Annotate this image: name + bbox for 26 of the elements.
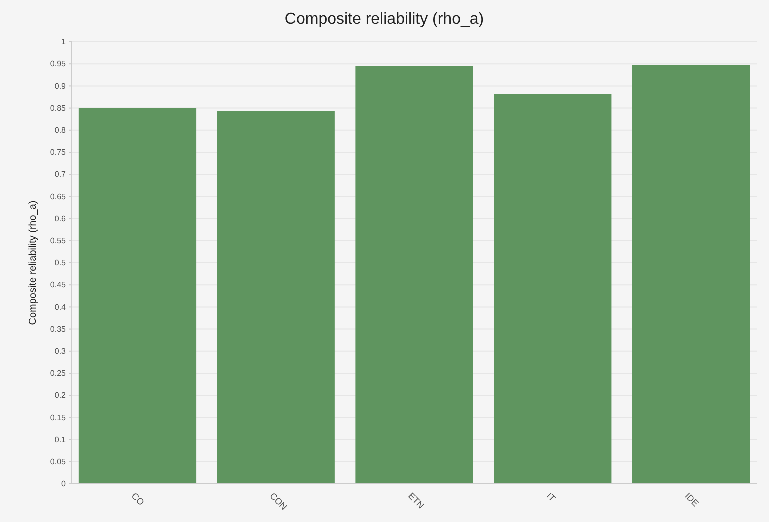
y-tick-label: 0.65 [50,192,67,202]
x-tick-label: IT [544,490,558,504]
y-axis-title: Composite reliability (rho_a) [28,200,39,326]
y-tick-label: 1 [62,38,67,47]
x-tick-label: IDE [683,490,701,509]
y-tick-label: 0.25 [50,369,67,378]
y-tick-label: 0.7 [54,170,67,180]
y-tick-label: 0.75 [50,148,67,158]
y-tick-label: 0.5 [54,258,67,268]
y-tick-label: 0.85 [50,104,67,113]
y-tick-label: 0 [62,480,67,489]
y-tick-label: 0.45 [50,280,67,290]
y-tick-label: 0.1 [54,435,67,444]
y-tick-label: 0.3 [54,346,67,356]
x-tick-label: CO [130,490,146,508]
chart-title: Composite reliability (rho_a) [284,11,484,28]
y-tick-label: 0.15 [50,413,67,422]
y-tick-label: 0.6 [54,214,67,224]
y-tick-label: 0.55 [50,236,67,246]
y-tick-label: 0.8 [54,126,67,135]
y-tick-label: 0.35 [50,324,67,334]
y-tick-label: 0.4 [54,302,67,312]
y-tick-label: 0.95 [50,60,67,69]
y-tick-label: 0.2 [54,391,67,400]
y-tick-label: 0.9 [54,82,67,91]
y-tick-label: 0.05 [50,457,67,466]
